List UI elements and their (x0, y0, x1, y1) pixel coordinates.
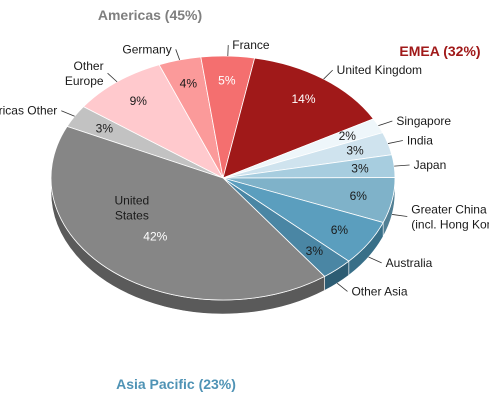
slice-label-germany: Germany (122, 42, 171, 56)
slice-united-states (50, 125, 326, 301)
slice-label-japan: Japan (414, 158, 447, 172)
leader-singapore (378, 120, 393, 127)
slice-other-europe (82, 64, 225, 179)
slice-label-france: France (232, 38, 270, 52)
slice-label-singapore: Singapore (396, 114, 451, 128)
percent-label-france: 5% (218, 73, 236, 87)
percent-labels: 3%9%4% 5%14%2%3%3%6%6%3%42% (96, 73, 369, 258)
region-title-apac: Asia Pacific (23%) (116, 376, 236, 392)
percent-label-india: 3% (346, 143, 364, 157)
percent-label-japan: 3% (351, 161, 369, 175)
leader-india (387, 140, 403, 144)
slice-label-greater-china-incl-hong-kong: Greater China(incl. Hong Kong) (411, 202, 489, 231)
percent-label-australia: 6% (331, 223, 349, 237)
leader-germany (175, 49, 181, 61)
percent-label-singapore: 2% (339, 129, 357, 143)
percent-label-united-kingdom: 14% (291, 92, 315, 106)
leader-greater-china-incl-hong-kong (392, 214, 408, 217)
slice-label-india: India (407, 133, 433, 147)
slice-label-other-asia: Other Asia (351, 284, 407, 298)
leader-australia (368, 256, 382, 264)
percent-label-germany: 4% (180, 77, 198, 91)
percent-label-other-asia: 3% (306, 244, 324, 258)
leader-united-kingdom (323, 69, 333, 80)
leader-japan (394, 164, 410, 167)
slice-label-united-states: United States (115, 194, 150, 223)
percent-label-americas-other: 3% (96, 122, 114, 136)
leader-americas-other (61, 110, 75, 117)
pie-slices (50, 55, 396, 301)
slice-label-australia: Australia (386, 256, 433, 270)
percent-label-other-europe: 9% (130, 94, 148, 108)
slice-label-other-europe: Other Europe (65, 59, 104, 88)
leader-other-europe (107, 72, 118, 83)
percent-label-united-states: 42% (143, 229, 167, 243)
percent-label-greater-china-incl-hong-kong: 6% (350, 189, 368, 203)
region-title-emea: EMEA (32%) (399, 43, 480, 59)
slice-label-americas-other: Americas Other (0, 104, 57, 118)
region-title-americas: Americas (45%) (98, 7, 202, 23)
leader-other-asia (336, 282, 348, 292)
slice-label-united-kingdom: United Kingdom (337, 63, 422, 77)
leader-lines (61, 45, 410, 292)
